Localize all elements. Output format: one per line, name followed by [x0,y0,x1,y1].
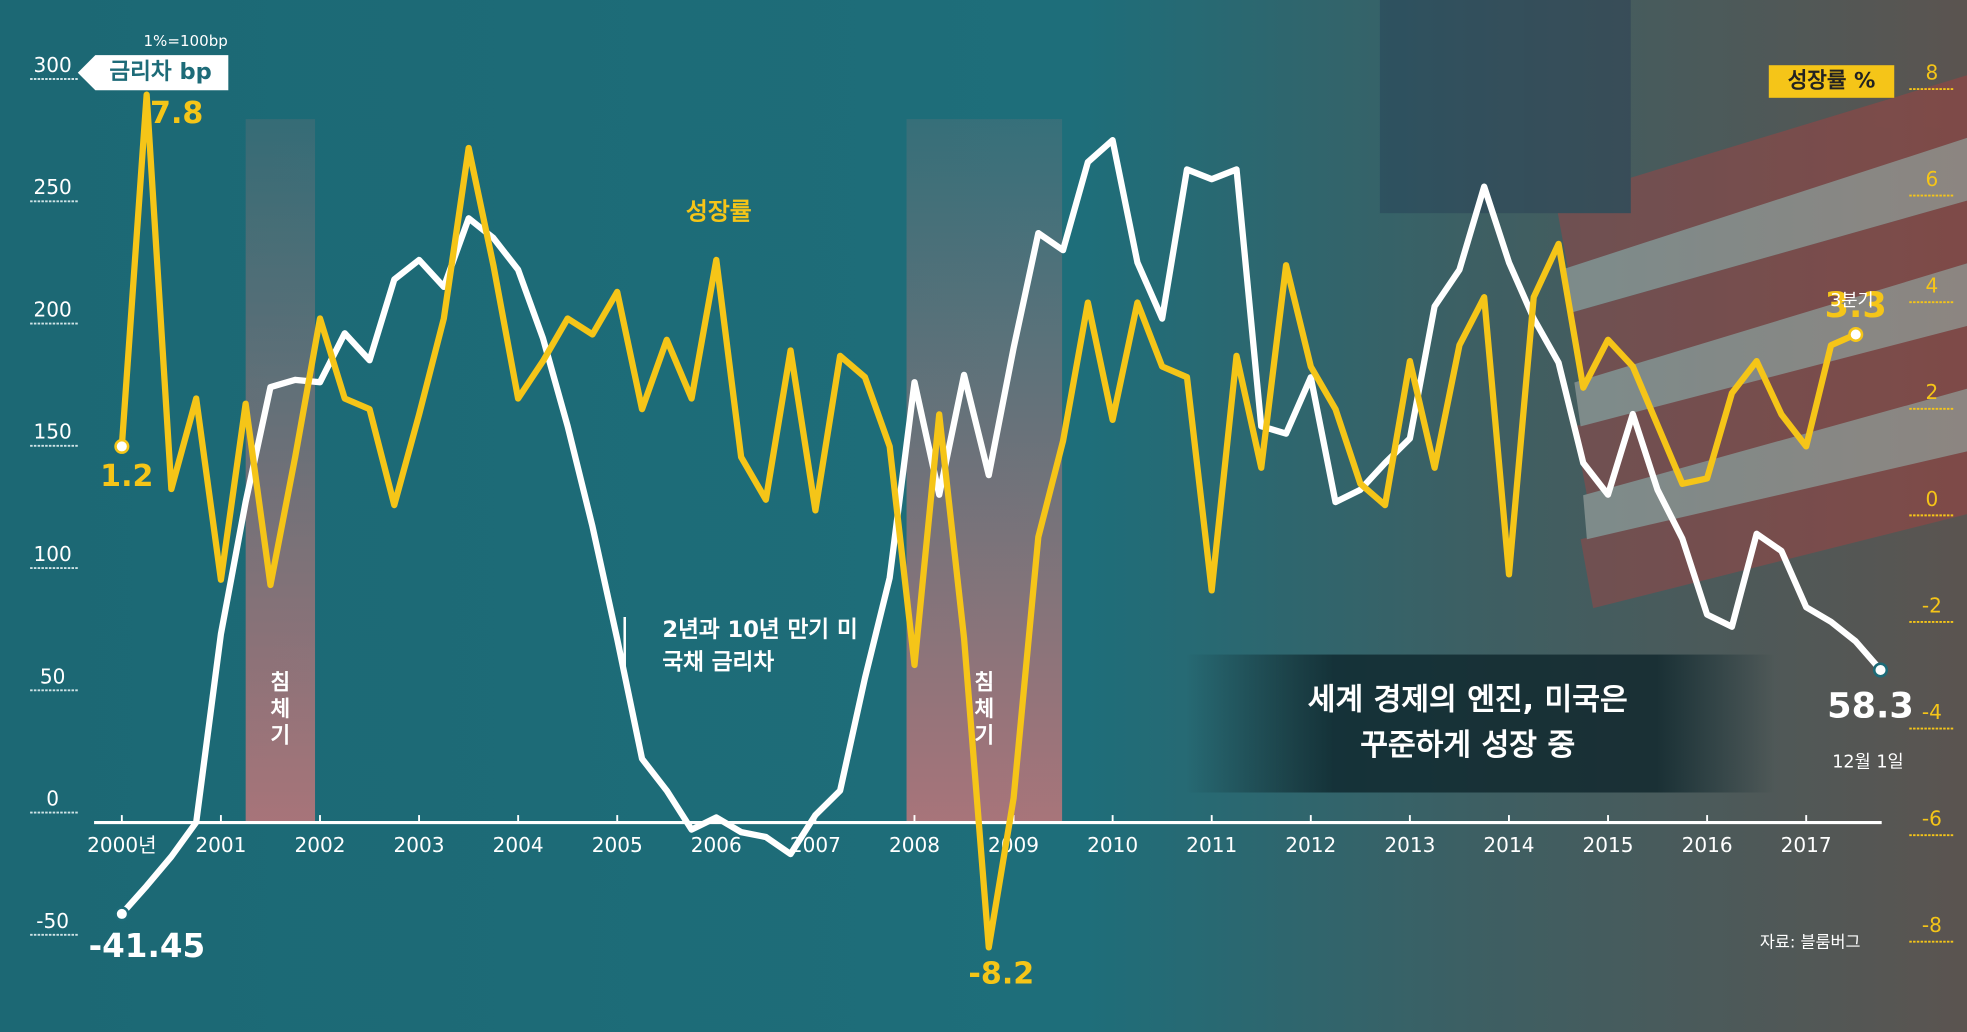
y2-tick-label: -8 [1922,913,1942,937]
y2-tick-label: -6 [1922,807,1942,831]
data-label: 3.3 [1825,285,1887,326]
x-tick-label: 2005 [592,833,643,857]
x-tick-label: 2006 [691,833,742,857]
plot: 침체기 침체기 -50 0 50 100 150 200 250 300 -8 -6 -4 -2 0 2 4 6 8… [30,32,1955,991]
y2-tick-label: 6 [1925,167,1938,191]
recession-label-box: 침체기 [270,670,291,749]
end-marker [1848,326,1864,343]
x-tick-label: 2014 [1483,833,1534,857]
x-tick-label: 2015 [1583,833,1634,857]
y-label: 금리차 bp [109,59,211,85]
x-tick-label: 2017 [1781,833,1832,857]
recession-label-box: 침체기 [974,670,995,749]
x-tick-label: 2011 [1186,833,1237,857]
data-label: 1.2 [100,459,153,494]
x-tick-label: 2004 [493,833,544,857]
y-note: 1%=100bp [143,32,227,50]
x-tick-label: 2016 [1682,833,1733,857]
recession-label: 침체기 [270,670,291,749]
end-marker [114,906,130,922]
y2-label: 성장률 % [1788,69,1876,94]
x-tick-label: 2002 [294,833,345,857]
y-tick-label: 300 [34,53,72,77]
y-tick-label: 100 [34,542,72,566]
y-tick-label: 0 [46,787,59,811]
data-label: -41.45 [89,927,206,965]
y-label-box [77,55,229,91]
annotation: 12월 1일 [1832,752,1903,772]
x-tick-label: 2012 [1285,833,1336,857]
x-tick-label: 2008 [889,833,940,857]
x-tick-label: 2009 [988,833,1039,857]
y2-label-box [1768,65,1895,98]
y2-tick-label: 2 [1925,380,1938,404]
y-tick-label: 200 [34,297,72,321]
y2-tick-label: 4 [1925,274,1938,298]
flag-decoration [1379,0,1967,609]
annotation: 3분기 [1830,291,1873,311]
y2-tick-label: -4 [1922,700,1942,724]
title-backdrop [1185,654,1776,793]
end-marker [114,438,130,454]
data-label: -8.2 [968,956,1034,991]
end-marker [1872,662,1889,678]
series-line [119,137,1883,916]
y2-tick-label: 8 [1925,60,1938,84]
y2-tick-label: -2 [1922,593,1942,617]
chart-title: 세계 경제의 엔진, 미국은 꾸준하게 성장 중 [1307,682,1628,763]
x-tick-label: 2000년 [87,833,156,857]
y2-tick-label: 0 [1925,487,1938,511]
x-tick-label: 2013 [1384,833,1435,857]
y-tick-label: 150 [34,420,72,444]
series-name: 2년과 10년 만기 미 국채 금리차 [662,616,858,676]
y-tick-label: -50 [36,909,69,933]
y-tick-label: 250 [34,175,72,199]
series-name: 성장률 [686,198,752,226]
recession-label: 침체기 [974,670,995,749]
series-line [118,91,1857,951]
series-name-box: 2년과 10년 만기 미 국채 금리차 [662,616,858,676]
source: 자료: 블룸버그 [1760,932,1861,951]
x-tick-label: 2003 [394,833,445,857]
x-tick-label: 2001 [195,833,246,857]
data-label: 7.8 [150,96,203,131]
x-tick-label: 2010 [1087,833,1138,857]
chart-title-box: 세계 경제의 엔진, 미국은 꾸준하게 성장 중 [1307,682,1628,763]
y-tick-label: 50 [40,664,66,688]
data-label: 58.3 [1827,686,1914,727]
